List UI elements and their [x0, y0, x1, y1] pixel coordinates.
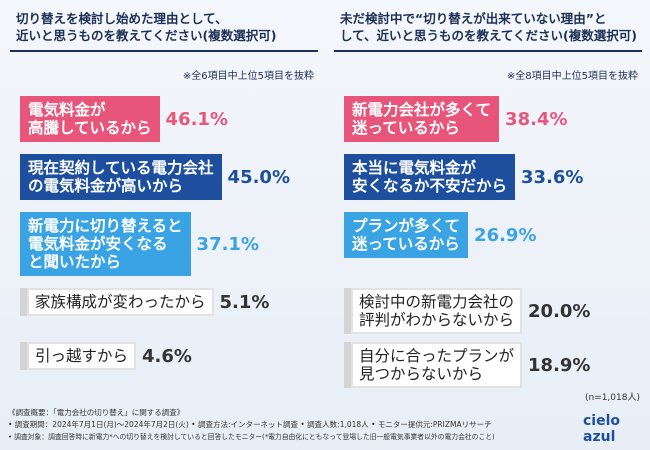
bar: プランが多くて 迷っているから: [344, 212, 469, 258]
bar: 検討中の新電力会社の 評判がわからないから: [344, 288, 523, 334]
bar: 電気料金が 高騰しているから: [20, 96, 160, 142]
chart-title: 未だ検討中で“切り替えが出来ていない理由”と して、近いと思うものを教えてくださ…: [340, 11, 637, 43]
bar-row: 本当に電気料金が 安くなるか不安だから 33.6%: [344, 154, 583, 200]
footer-line: • 調査期間：2024年7月1日(月)～2024年7月2日(火) • 調査方法:…: [8, 420, 492, 429]
value-label: 45.0%: [227, 166, 290, 188]
bar-row: プランが多くて 迷っているから 26.9%: [344, 212, 537, 258]
bar-row: 現在契約している電力会社 の電気料金が高いから 45.0%: [20, 154, 290, 200]
bar: 新電力会社が多くて 迷っているから: [344, 96, 500, 142]
value-label: 20.0%: [528, 300, 591, 322]
bar: 自分に合ったプランが 見つからないから: [344, 342, 523, 388]
footer-line: • 調査対象：調査回答時に新電力*への切り替えを検討していると回答したモニター(…: [8, 433, 495, 441]
chart-note: ※全6項目中上位5項目を抜粋: [182, 71, 314, 82]
footer-line: 《調査概要：「電力会社の切り替え」に関する調査》: [8, 408, 185, 417]
bar: 本当に電気料金が 安くなるか不安だから: [344, 154, 516, 200]
bar: 新電力に切り替えると 電気料金が安くなる と聞いたから: [20, 212, 191, 276]
title-rule: [10, 50, 318, 52]
sample-size: (n=1,018人): [584, 393, 640, 403]
bar-row: 新電力に切り替えると 電気料金が安くなる と聞いたから 37.1%: [20, 212, 259, 276]
bar-row: 引っ越すから 4.6%: [20, 342, 192, 370]
bar-row: 検討中の新電力会社の 評判がわからないから 20.0%: [344, 288, 590, 334]
chart-panel: 切り替えを検討し始めた理由として、 近いと思うものを教えてください(複数選択可)…: [10, 6, 318, 390]
value-label: 46.1%: [165, 108, 228, 130]
value-label: 18.9%: [528, 354, 591, 376]
bar-row: 電気料金が 高騰しているから 46.1%: [20, 96, 228, 142]
brand: cielo azul: [583, 413, 621, 445]
value-label: 37.1%: [196, 233, 259, 255]
chart-note: ※全8項目中上位5項目を抜粋: [506, 71, 638, 82]
bar: 家族構成が変わったから: [20, 288, 214, 316]
value-label: 26.9%: [474, 224, 537, 246]
chart-panel: 未だ検討中で“切り替えが出来ていない理由”と して、近いと思うものを教えてくださ…: [334, 6, 642, 390]
bar-row: 自分に合ったプランが 見つからないから 18.9%: [344, 342, 590, 388]
value-label: 4.6%: [142, 345, 192, 367]
value-label: 33.6%: [521, 166, 584, 188]
value-label: 5.1%: [219, 291, 270, 313]
chart-title: 切り替えを検討し始めた理由として、 近いと思うものを教えてください(複数選択可): [16, 11, 277, 43]
bar-row: 家族構成が変わったから 5.1%: [20, 288, 269, 316]
value-label: 38.4%: [505, 108, 568, 130]
bar: 引っ越すから: [20, 342, 137, 370]
title-rule: [334, 50, 642, 52]
bar-row: 新電力会社が多くて 迷っているから 38.4%: [344, 96, 568, 142]
bar: 現在契約している電力会社 の電気料金が高いから: [20, 154, 222, 200]
